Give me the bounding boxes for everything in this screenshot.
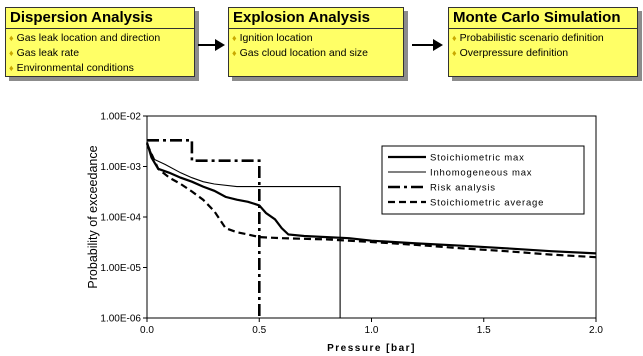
y-tick-label: 1.00E-02 xyxy=(100,112,141,123)
y-tick-label: 1.00E-03 xyxy=(100,162,141,173)
list-item-label: Gas leak rate xyxy=(16,47,80,59)
x-tick-label: 0.5 xyxy=(252,325,266,336)
list-item: ♦ Ignition location xyxy=(232,31,403,46)
legend-entry-label: Stoichiometric max xyxy=(430,153,525,164)
list-item-label: Environmental conditions xyxy=(16,62,134,74)
bullet-icon: ♦ xyxy=(452,33,457,43)
list-item-label: Overpressure definition xyxy=(459,47,569,59)
x-tick-label: 1.5 xyxy=(477,325,491,336)
list-item: ♦ Gas leak location and direction xyxy=(9,31,194,46)
series-line-1 xyxy=(146,142,341,318)
list-item-label: Probabilistic scenario definition xyxy=(459,32,604,44)
bullet-icon: ♦ xyxy=(9,33,14,43)
y-tick-label: 1.00E-06 xyxy=(100,314,141,325)
bullet-icon: ♦ xyxy=(9,63,14,73)
list-item: ♦ Gas leak rate xyxy=(9,46,194,61)
list-item-label: Gas cloud location and size xyxy=(239,47,369,59)
bullet-icon: ♦ xyxy=(232,48,237,58)
list-item-label: Gas leak location and direction xyxy=(16,32,161,44)
x-tick-label: 0.0 xyxy=(140,325,154,336)
legend-entry-label: Risk analysis xyxy=(430,183,496,194)
x-tick-label: 1.0 xyxy=(365,325,379,336)
dispersion-analysis-title: Dispersion Analysis xyxy=(6,8,194,29)
arrow-right-icon xyxy=(198,39,225,51)
x-tick-label: 2.0 xyxy=(589,325,603,336)
bullet-icon: ♦ xyxy=(232,33,237,43)
y-tick-label: 1.00E-04 xyxy=(100,213,141,224)
y-tick-label: 1.00E-05 xyxy=(100,263,141,274)
legend-entry-label: Inhomogeneous max xyxy=(430,168,532,179)
dispersion-analysis-box: Dispersion Analysis ♦ Gas leak location a… xyxy=(5,7,195,77)
list-item: ♦ Environmental conditions xyxy=(9,61,194,76)
list-item: ♦ Probabilistic scenario definition xyxy=(452,31,637,46)
monte-carlo-simulation-box: Monte Carlo Simulation ♦ Probabilistic sc… xyxy=(448,7,638,77)
y-axis-label: Probability of exceedance xyxy=(86,145,100,288)
list-item: ♦ Gas cloud location and size xyxy=(232,46,403,61)
series-line-3 xyxy=(145,143,597,259)
list-item-label: Ignition location xyxy=(239,32,313,44)
monte-carlo-simulation-title: Monte Carlo Simulation xyxy=(449,8,637,29)
legend-entry-label: Stoichiometric average xyxy=(430,198,544,209)
bullet-icon: ♦ xyxy=(9,48,14,58)
bullet-icon: ♦ xyxy=(452,48,457,58)
series-line-2 xyxy=(147,139,261,318)
x-axis-label: Pressure [bar] xyxy=(327,343,416,354)
explosion-analysis-title: Explosion Analysis xyxy=(229,8,403,29)
list-item: ♦ Overpressure definition xyxy=(452,46,637,61)
arrow-right-icon xyxy=(412,39,443,51)
explosion-analysis-box: Explosion Analysis ♦ Ignition location ♦ G… xyxy=(228,7,404,77)
series-line-0 xyxy=(145,142,597,255)
